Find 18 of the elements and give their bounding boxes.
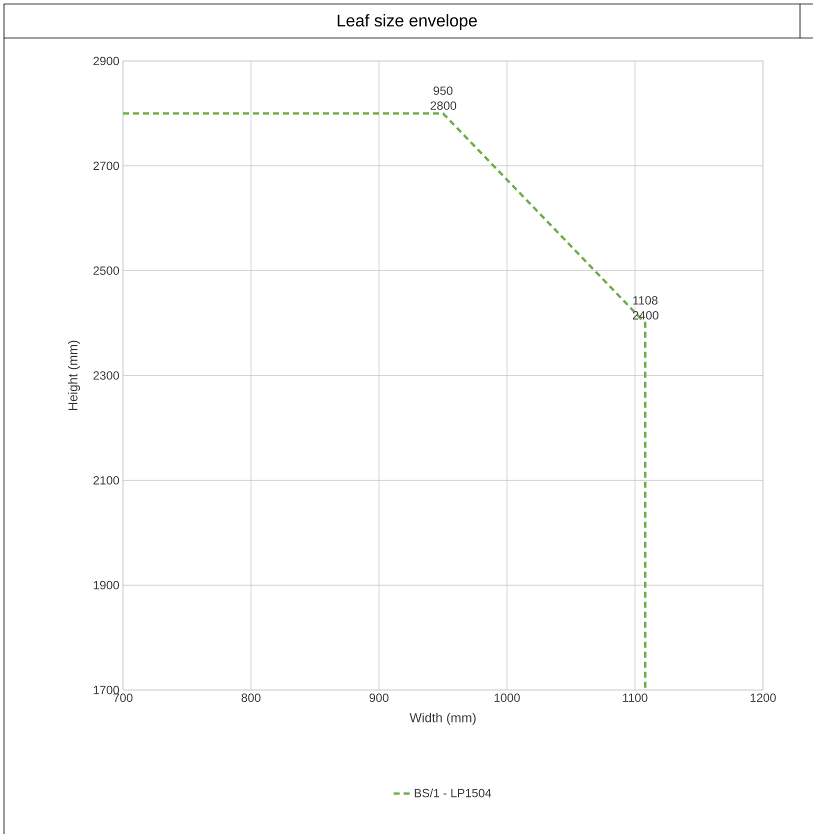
x-tick-label: 1000: [494, 694, 520, 702]
x-tick-label: 900: [370, 694, 389, 702]
x-axis-title: Width (mm): [410, 712, 476, 725]
y-tick-label: 2700: [93, 162, 120, 170]
legend-label: BS/1 - LP1504: [414, 788, 492, 798]
x-tick-label: 800: [242, 694, 261, 702]
y-tick-label: 1900: [94, 580, 120, 590]
y-tick-label: 2500: [93, 266, 120, 275]
y-axis-title: Height (mm): [68, 340, 80, 410]
x-tick-label: 1100: [623, 694, 648, 702]
y-tick-label: 1700: [94, 686, 120, 694]
y-tick-label: 2300: [93, 371, 120, 380]
y-tick-label: 2100: [93, 476, 120, 485]
x-tick-label: 1200: [750, 694, 776, 702]
y-tick-label: 2900: [93, 56, 120, 66]
annotation: 950 2800: [430, 86, 456, 110]
annotation: 1108 2400: [632, 296, 658, 320]
x-tick-label: 700: [114, 694, 133, 702]
